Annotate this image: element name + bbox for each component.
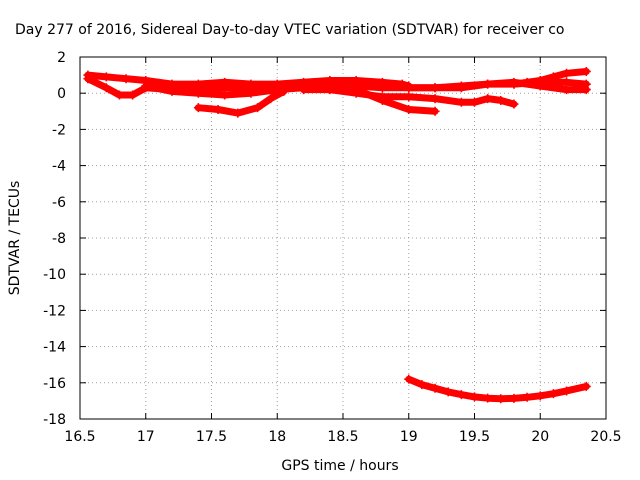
x-tick-label: 16.5 <box>64 429 95 445</box>
data-point-marker <box>509 99 519 109</box>
data-point-marker <box>548 389 558 399</box>
series-group <box>83 66 591 404</box>
data-point-marker <box>509 393 519 403</box>
data-point-marker <box>456 83 466 93</box>
data-point-marker <box>581 66 591 76</box>
x-tick-label: 17 <box>137 429 155 445</box>
x-tick-label: 18.5 <box>327 429 358 445</box>
y-tick-label: -6 <box>52 195 66 211</box>
y-axis-label: SDTVAR / TECUs <box>7 181 23 296</box>
x-tick-label: 19 <box>400 429 418 445</box>
data-point-marker <box>496 394 506 404</box>
y-tick-label: -12 <box>43 303 66 319</box>
x-tick-label: 19.5 <box>459 429 490 445</box>
data-point-marker <box>581 381 591 391</box>
data-point-marker <box>128 90 138 100</box>
y-tick-label: -4 <box>52 159 66 175</box>
y-tick-label: -16 <box>43 376 66 392</box>
data-point-marker <box>522 392 532 402</box>
data-point-marker <box>299 85 309 95</box>
data-point-marker <box>351 88 361 98</box>
data-point-marker <box>535 391 545 401</box>
data-point-marker <box>141 81 151 91</box>
data-point-marker <box>562 68 572 78</box>
axis-ticks: 16.5 17 17.5 18 18.5 19 19.5 20 20.5-18-16-14-12… <box>43 50 621 445</box>
data-point-marker <box>581 85 591 95</box>
data-point-marker <box>404 92 414 102</box>
data-point-marker <box>483 393 493 403</box>
y-tick-label: -8 <box>52 231 66 247</box>
data-point-marker <box>496 95 506 105</box>
grid <box>80 57 606 419</box>
data-point-marker <box>430 83 440 93</box>
data-point-marker <box>430 94 440 104</box>
data-point-marker <box>279 86 289 96</box>
y-tick-label: -14 <box>43 340 66 356</box>
x-tick-label: 17.5 <box>196 429 227 445</box>
data-point-marker <box>213 104 223 114</box>
data-point-marker <box>404 374 414 384</box>
chart-title: Day 277 of 2016, Sidereal Day-to-day VTE… <box>15 22 564 38</box>
x-tick-label: 20 <box>531 429 549 445</box>
data-point-marker <box>470 392 479 402</box>
data-point-marker <box>101 72 111 82</box>
x-axis-label: GPS time / hours <box>281 458 398 474</box>
data-point-marker <box>167 86 177 96</box>
data-point-marker <box>456 390 466 400</box>
data-point-marker <box>266 94 276 104</box>
data-point-marker <box>562 386 572 396</box>
y-tick-label: 2 <box>57 50 66 66</box>
data-point-marker <box>404 104 414 114</box>
x-tick-label: 18 <box>268 429 286 445</box>
data-point-marker <box>233 108 243 118</box>
data-point-marker <box>522 77 532 87</box>
data-point-marker <box>83 74 93 84</box>
data-point-marker <box>193 103 203 113</box>
data-point-marker <box>377 83 387 93</box>
data-point-marker <box>193 88 203 98</box>
y-tick-label: -2 <box>52 122 66 138</box>
data-point-marker <box>483 94 493 104</box>
data-point-marker <box>325 85 335 95</box>
data-point-marker <box>220 90 230 100</box>
data-point-marker <box>483 79 493 89</box>
data-point-marker <box>114 90 124 100</box>
data-point-marker <box>535 76 545 86</box>
x-tick-label: 20.5 <box>590 429 621 445</box>
data-point-marker <box>417 380 427 390</box>
data-point-marker <box>562 85 572 95</box>
data-point-marker <box>430 383 440 393</box>
data-point-marker <box>470 97 479 107</box>
y-tick-label: -10 <box>43 267 66 283</box>
data-point-marker <box>443 387 453 397</box>
data-point-marker <box>377 92 387 102</box>
data-point-marker <box>509 79 519 89</box>
data-point-marker <box>253 103 263 113</box>
data-point-marker <box>430 106 440 116</box>
data-point-marker <box>101 83 111 93</box>
data-point-marker <box>121 74 131 84</box>
data-point-marker <box>246 88 256 98</box>
data-point-marker <box>404 83 414 93</box>
y-tick-label: 0 <box>57 86 66 102</box>
data-point-marker <box>456 97 466 107</box>
data-point-marker <box>548 72 558 82</box>
y-tick-label: -18 <box>43 412 66 428</box>
